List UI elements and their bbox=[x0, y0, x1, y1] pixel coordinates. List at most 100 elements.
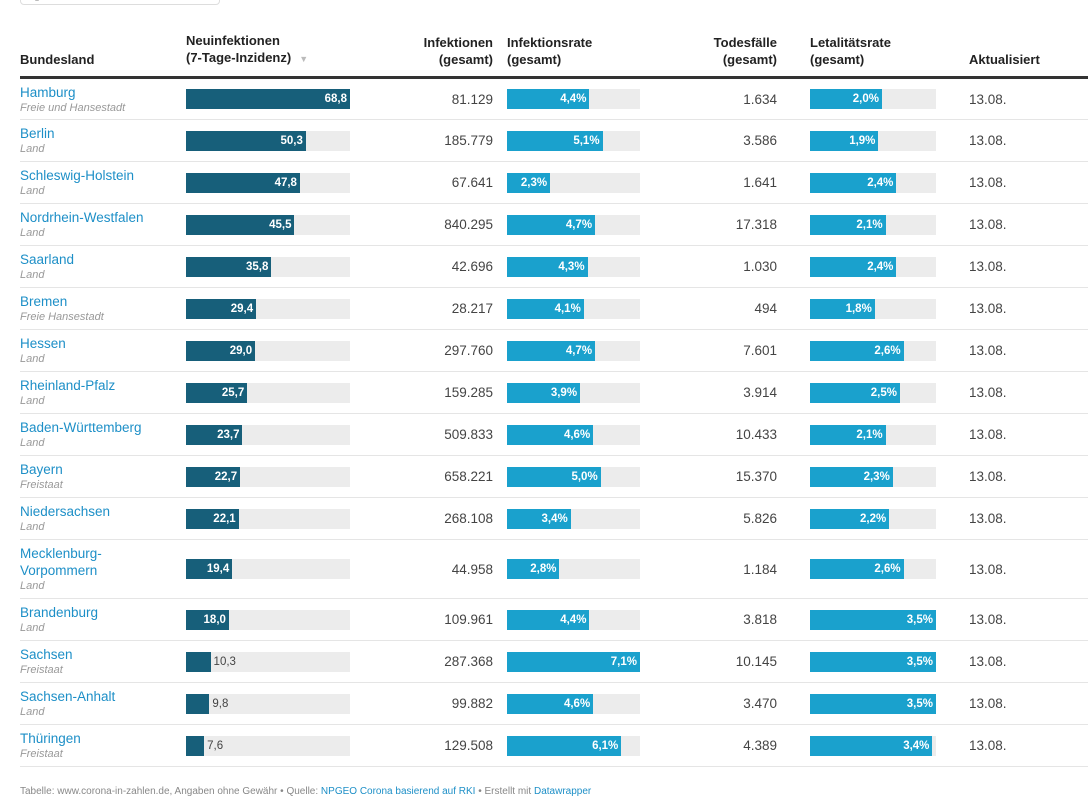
header-state[interactable]: Bundesland bbox=[20, 32, 186, 79]
state-name[interactable]: Sachsen bbox=[20, 647, 73, 662]
state-name[interactable]: Hessen bbox=[20, 336, 66, 351]
incidence-bar-track: 50,3 bbox=[186, 130, 350, 151]
sort-desc-icon[interactable]: ▼ bbox=[299, 54, 309, 64]
state-name[interactable]: Saarland bbox=[20, 252, 75, 267]
header-updated[interactable]: Aktualisiert bbox=[969, 32, 1088, 79]
header-infections[interactable]: Infektionen (gesamt) bbox=[350, 32, 493, 79]
incidence-cell: 23,7 bbox=[186, 413, 350, 456]
state-type: Land bbox=[20, 269, 45, 281]
state-cell: Rheinland-Pfalz Land bbox=[20, 371, 186, 414]
deaths-value: 1.634 bbox=[640, 77, 777, 120]
lethality-bar-track: 1,9% bbox=[810, 130, 936, 151]
table-row: Bremen Freie Hansestadt 29,4 28.217 4,1% 494 1… bbox=[20, 287, 1088, 330]
updated-value: 13.08. bbox=[969, 245, 1088, 288]
infection-rate-bar-track: 4,7% bbox=[507, 214, 640, 235]
infections-value: 297.760 bbox=[350, 329, 493, 372]
source-link[interactable]: NPGEO Corona basierend auf RKI bbox=[320, 786, 476, 797]
state-name[interactable]: Rheinland-Pfalz bbox=[20, 378, 116, 393]
state-type: Land bbox=[20, 521, 45, 533]
updated-value: 13.08. bbox=[969, 682, 1088, 725]
state-name[interactable]: Berlin bbox=[20, 126, 55, 141]
incidence-bar-track: 22,1 bbox=[186, 508, 350, 529]
state-type: Land bbox=[20, 395, 45, 407]
infection-rate-cell: 2,3% bbox=[507, 161, 640, 204]
incidence-value: 18,0 bbox=[203, 613, 226, 626]
infection-rate-bar bbox=[507, 172, 551, 193]
infection-rate-bar-track: 7,1% bbox=[507, 651, 640, 672]
state-cell: Hessen Land bbox=[20, 329, 186, 372]
search-input[interactable] bbox=[20, 0, 220, 5]
table-row: Nordrhein-Westfalen Land 45,5 840.295 4,7% 17… bbox=[20, 203, 1088, 246]
lethality-bar bbox=[810, 214, 886, 235]
incidence-value: 7,6 bbox=[207, 739, 224, 752]
incidence-bar bbox=[186, 89, 350, 109]
incidence-cell: 35,8 bbox=[186, 245, 350, 288]
state-cell: Saarland Land bbox=[20, 245, 186, 288]
infection-rate-cell: 4,4% bbox=[507, 598, 640, 641]
incidence-cell: 22,1 bbox=[186, 497, 350, 540]
state-name[interactable]: Thüringen bbox=[20, 731, 81, 746]
lethality-bar bbox=[810, 559, 904, 579]
state-name[interactable]: Hamburg bbox=[20, 84, 76, 100]
state-name[interactable]: Sachsen-Anhalt bbox=[20, 689, 116, 704]
incidence-bar bbox=[186, 559, 233, 579]
lethality-bar-track: 2,3% bbox=[810, 466, 936, 487]
updated-value: 13.08. bbox=[969, 119, 1088, 162]
infection-rate-bar bbox=[507, 508, 571, 529]
table-row: Brandenburg Land 18,0 109.961 4,4% 3.818 3,5% 1… bbox=[20, 598, 1088, 641]
incidence-bar-track: 19,4 bbox=[186, 559, 350, 579]
header-incidence[interactable]: Neuinfektionen (7-Tage-Inzidenz) ▼ bbox=[186, 32, 350, 79]
infection-rate-bar-track: 4,4% bbox=[507, 89, 640, 109]
datawrapper-link[interactable]: Datawrapper bbox=[533, 786, 592, 797]
incidence-value: 10,3 bbox=[213, 655, 236, 668]
infection-rate-cell: 4,3% bbox=[507, 245, 640, 288]
state-cell: Niedersachsen Land bbox=[20, 497, 186, 540]
infection-rate-value: 4,6% bbox=[563, 697, 591, 710]
state-name[interactable]: Bremen bbox=[20, 294, 68, 309]
lethality-cell: 2,0% bbox=[810, 77, 936, 120]
state-name[interactable]: Niedersachsen bbox=[20, 504, 111, 519]
state-name[interactable]: Brandenburg bbox=[20, 605, 99, 620]
incidence-cell: 10,3 bbox=[186, 640, 350, 683]
lethality-bar-track: 1,8% bbox=[810, 298, 936, 319]
incidence-cell: 22,7 bbox=[186, 455, 350, 498]
header-lethality[interactable]: Letalitätsrate (gesamt) bbox=[810, 32, 936, 79]
header-deaths[interactable]: Todesfälle (gesamt) bbox=[640, 32, 777, 79]
incidence-cell: 19,4 bbox=[186, 539, 350, 599]
incidence-value: 35,8 bbox=[245, 260, 269, 273]
lethality-bar-track: 2,1% bbox=[810, 424, 936, 445]
state-name[interactable]: Baden-Württemberg bbox=[20, 420, 142, 435]
incidence-value: 23,7 bbox=[217, 428, 240, 441]
lethality-bar bbox=[810, 382, 900, 403]
updated-value: 13.08. bbox=[969, 371, 1088, 414]
infection-rate-cell: 4,7% bbox=[507, 203, 640, 246]
infections-value: 109.961 bbox=[350, 598, 493, 641]
table-row: Sachsen-Anhalt Land 9,8 99.882 4,6% 3.470 3,5%… bbox=[20, 682, 1088, 725]
lethality-bar bbox=[810, 298, 875, 319]
incidence-cell: 50,3 bbox=[186, 119, 350, 162]
lethality-value: 3,4% bbox=[903, 739, 930, 752]
lethality-cell: 1,8% bbox=[810, 287, 936, 330]
incidence-bar-track: 35,8 bbox=[186, 256, 350, 277]
deaths-value: 494 bbox=[640, 287, 777, 330]
state-name[interactable]: Nordrhein-Westfalen bbox=[20, 210, 144, 225]
lethality-value: 2,6% bbox=[874, 563, 901, 575]
lethality-cell: 2,6% bbox=[810, 539, 936, 599]
infection-rate-value: 2,3% bbox=[520, 176, 548, 189]
lethality-value: 3,5% bbox=[906, 655, 933, 668]
state-name[interactable]: Bayern bbox=[20, 462, 63, 477]
infection-rate-bar bbox=[507, 466, 601, 487]
incidence-cell: 9,8 bbox=[186, 682, 350, 725]
state-type: Freistaat bbox=[20, 748, 63, 760]
incidence-value: 22,1 bbox=[213, 512, 236, 525]
table-row: Sachsen Freistaat 10,3 287.368 7,1% 10.145 3,5… bbox=[20, 640, 1088, 683]
table-row: Mecklenburg- Vorpommern Land 19,4 44.958 2,8%… bbox=[20, 539, 1088, 599]
header-infection-rate[interactable]: Infektionsrate (gesamt) bbox=[507, 32, 640, 79]
incidence-bar-track: 7,6 bbox=[186, 735, 350, 756]
state-name[interactable]: Schleswig-Holstein bbox=[20, 168, 135, 183]
infection-rate-bar bbox=[507, 89, 590, 109]
deaths-value: 5.826 bbox=[640, 497, 777, 540]
infection-rate-value: 7,1% bbox=[610, 655, 637, 668]
state-name[interactable]: Mecklenburg- Vorpommern bbox=[20, 546, 102, 578]
footer: Tabelle: www.corona-in-zahlen.de, Angabe… bbox=[20, 786, 592, 797]
